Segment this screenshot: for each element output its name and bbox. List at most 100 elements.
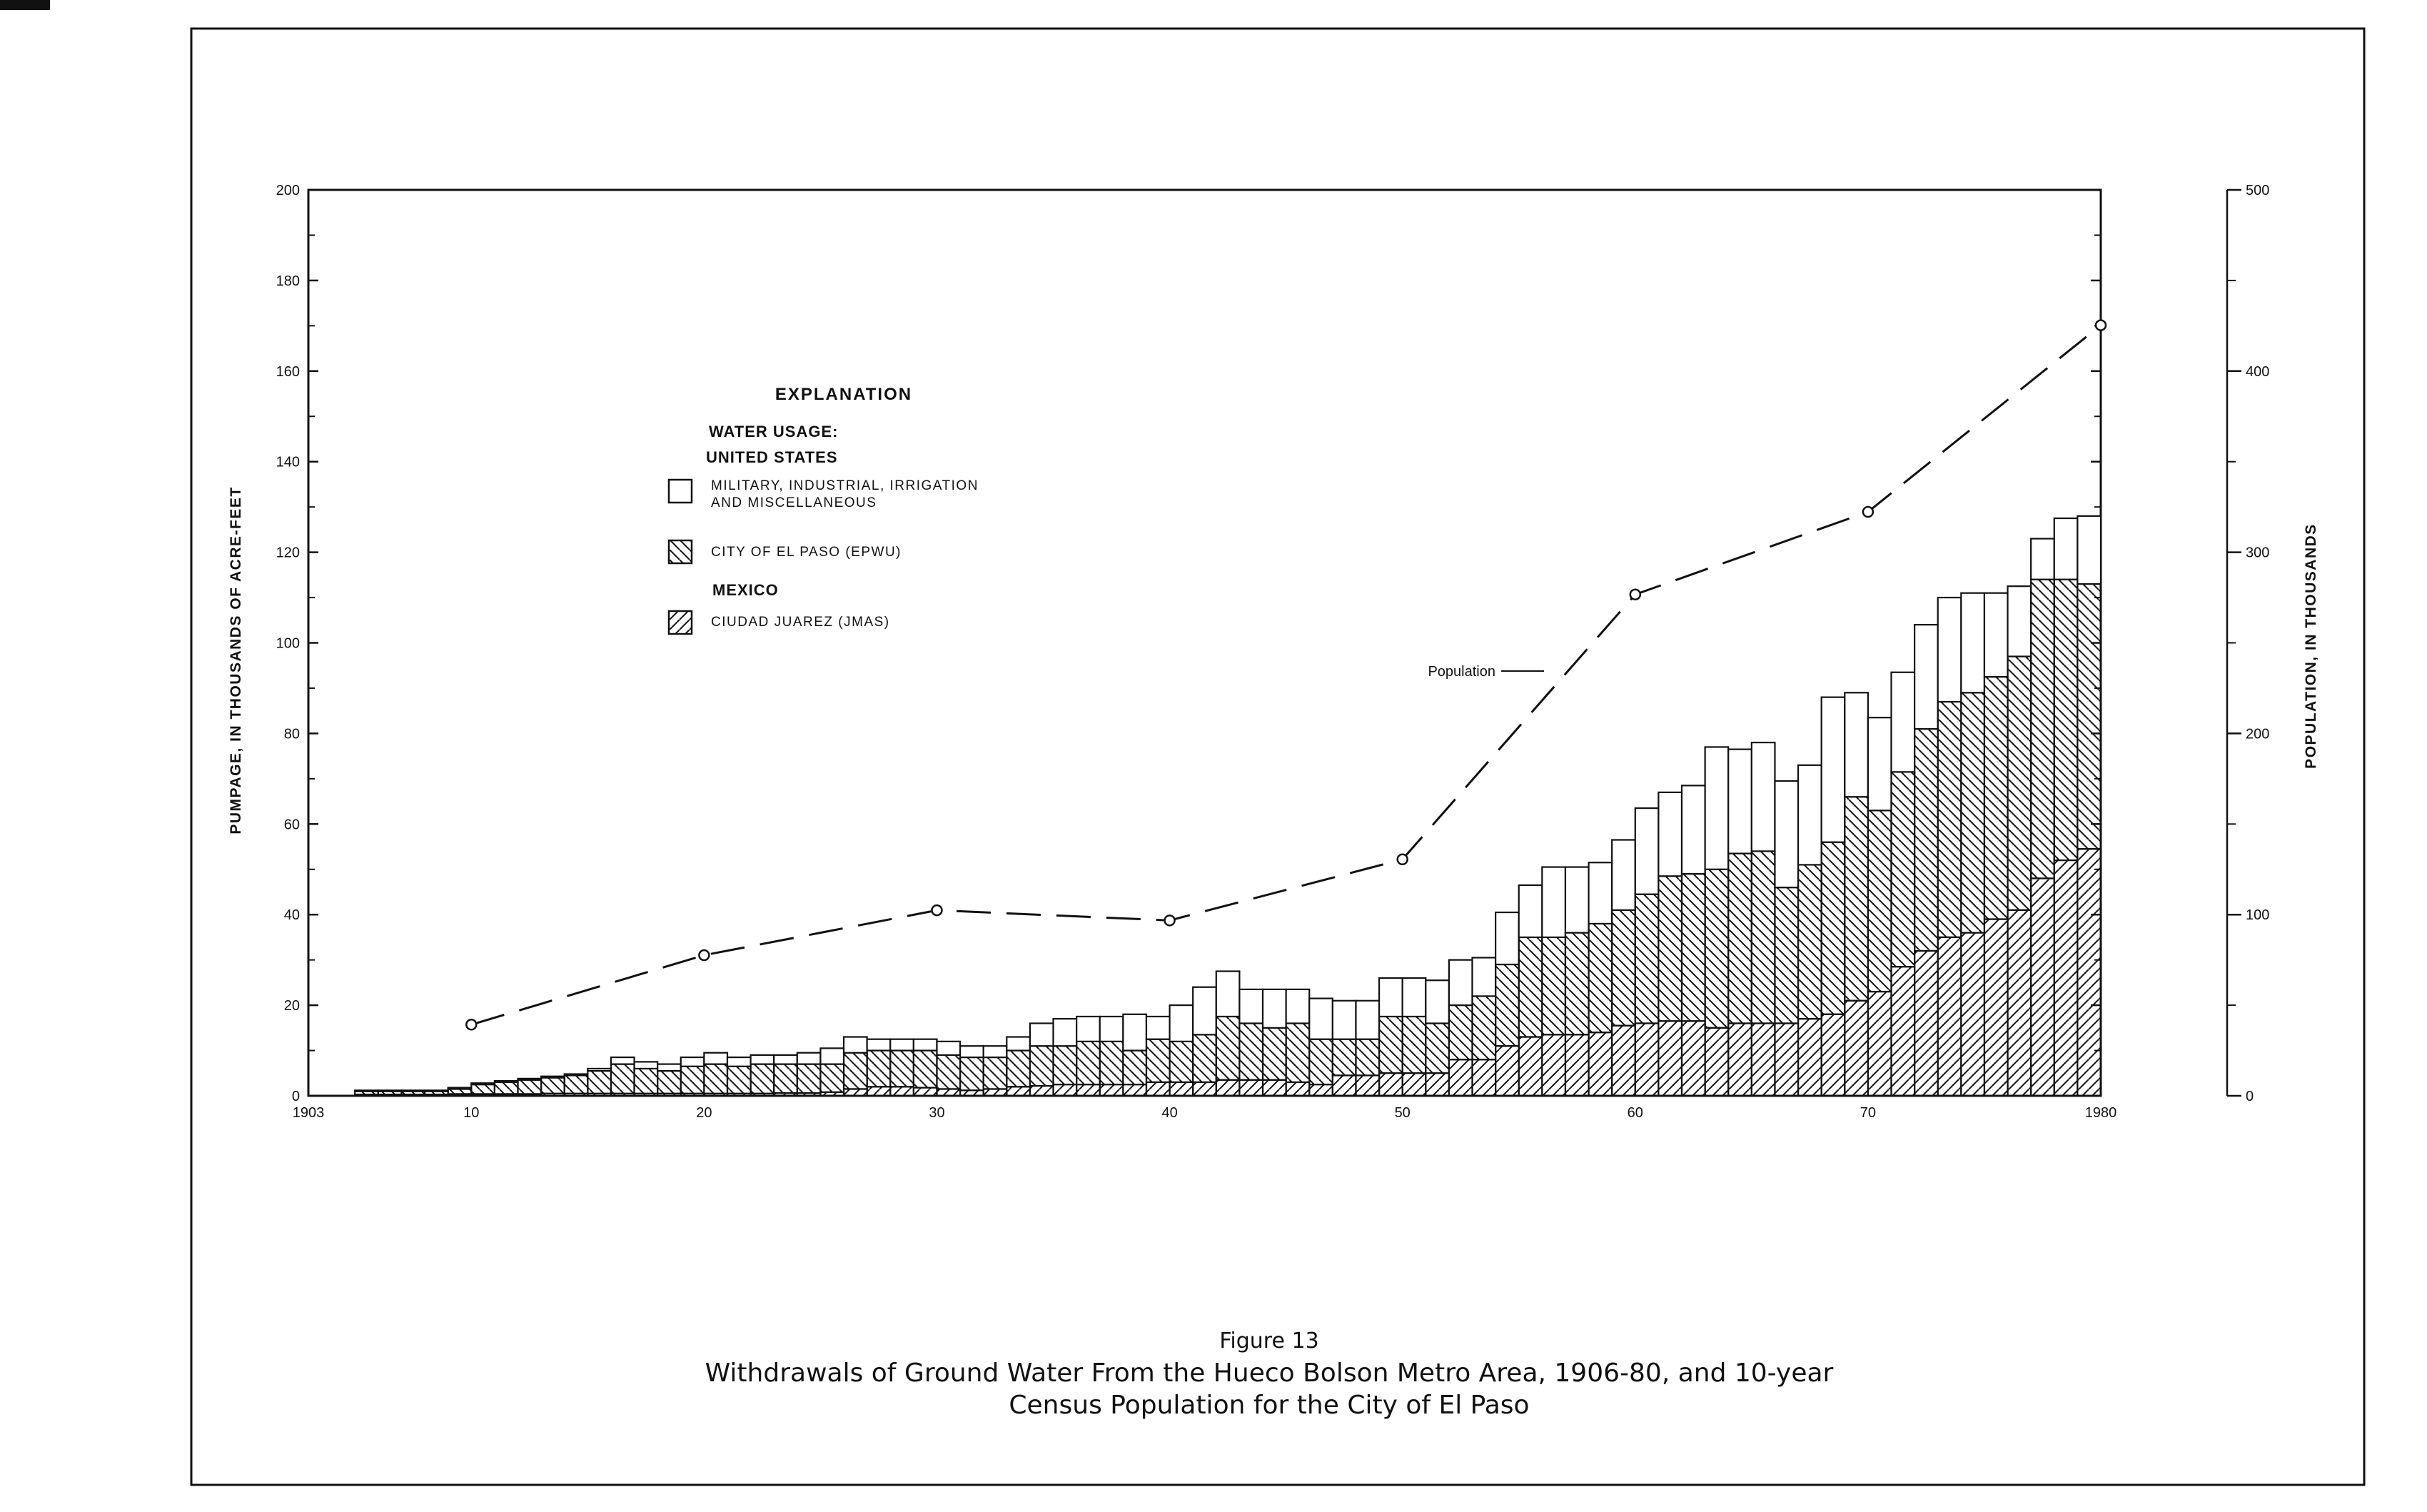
bar-segment-military	[540, 1075, 565, 1079]
y2-axis-title: POPULATION, IN THOUSANDS	[2303, 523, 2319, 769]
bar-segment-epwu	[1797, 864, 1822, 1020]
chart-title: Withdrawals of Ground Water From the Hue…	[705, 1359, 1834, 1388]
bar-segment-jmas	[1355, 1074, 1381, 1097]
bar-segment-military	[2077, 515, 2102, 585]
bar-segment-military	[1378, 977, 1403, 1018]
bar-segment-jmas	[1797, 1018, 1822, 1097]
bar-segment-epwu	[1867, 810, 1892, 993]
bar-segment-epwu	[889, 1049, 914, 1088]
bar-segment-epwu	[1401, 1015, 1427, 1074]
bar-segment-epwu	[1052, 1045, 1078, 1086]
bar-segment-military	[1890, 671, 1916, 773]
bar-segment-military	[563, 1073, 589, 1077]
bar-segment-epwu	[517, 1079, 543, 1095]
bar-segment-jmas	[1750, 1022, 1776, 1097]
bar-segment-jmas	[1308, 1084, 1333, 1097]
bar-segment-military	[1611, 839, 1636, 911]
bar-segment-military	[1844, 692, 1869, 798]
bar-segment-epwu	[1541, 936, 1567, 1036]
bar-segment-jmas	[1471, 1059, 1497, 1097]
bar-segment-epwu	[1588, 922, 1613, 1034]
bar-segment-epwu	[726, 1065, 752, 1094]
bar-segment-epwu	[1611, 909, 1636, 1027]
bar-segment-epwu	[2077, 583, 2102, 850]
bar-segment-military	[959, 1045, 984, 1059]
bar-segment-military	[1401, 977, 1427, 1018]
y-axis-title: PUMPAGE, IN THOUSANDS OF ACRE-FEET	[228, 486, 244, 834]
bar-segment-military	[1308, 997, 1333, 1040]
bar-segment-military	[1960, 592, 1986, 694]
bar-segment-epwu	[1355, 1038, 1381, 1077]
bar-segment-jmas	[2030, 877, 2055, 1097]
bar-segment-epwu	[842, 1052, 868, 1090]
bar-segment-epwu	[610, 1063, 635, 1094]
population-point	[2094, 319, 2107, 331]
y-tick-label: 40	[284, 907, 300, 923]
bar-segment-epwu	[936, 1054, 962, 1090]
y-tick-label: 0	[292, 1089, 300, 1104]
bar-segment-military	[866, 1038, 892, 1052]
bar-segment-epwu	[1076, 1040, 1101, 1086]
bar-segment-epwu	[1495, 963, 1520, 1047]
y-tick-label: 200	[276, 183, 300, 198]
bar-segment-military	[1029, 1022, 1054, 1047]
bar-segment-epwu	[1238, 1022, 1264, 1081]
bar-segment-military	[657, 1063, 682, 1072]
bar-segment-military	[470, 1082, 495, 1086]
bar-segment-jmas	[1401, 1072, 1427, 1097]
bar-segment-military	[633, 1061, 659, 1070]
bar-segment-military	[1657, 791, 1683, 877]
bar-segment-military	[1169, 1004, 1194, 1042]
bar-segment-jmas	[1331, 1074, 1357, 1097]
bar-segment-epwu	[1890, 771, 1916, 968]
bar-segment-epwu	[1564, 932, 1590, 1036]
bar-segment-jmas	[1261, 1079, 1287, 1097]
bar-segment-military	[1192, 986, 1217, 1036]
bar-segment-jmas	[1099, 1084, 1124, 1097]
bar-segment-military	[1983, 592, 2009, 678]
population-point	[465, 1019, 478, 1031]
bar-segment-epwu	[1704, 868, 1730, 1029]
y2-tick-label: 0	[2246, 1089, 2254, 1104]
bar-segment-jmas	[1448, 1059, 1473, 1097]
bar-segment-military	[1145, 1015, 1171, 1040]
bar-segment-jmas	[1518, 1036, 1543, 1097]
population-point	[1629, 588, 1642, 600]
bar-segment-military	[1261, 988, 1287, 1029]
bar-segment-epwu	[1634, 893, 1660, 1024]
bar-segment-military	[936, 1040, 962, 1056]
bar-segment-military	[447, 1087, 473, 1090]
bar-segment-military	[1774, 780, 1800, 889]
population-point	[698, 949, 710, 962]
bar-segment-military	[2007, 585, 2032, 657]
x-tick-label: 1980	[2085, 1105, 2117, 1121]
bar-segment-military	[587, 1067, 612, 1072]
bar-segment-military	[377, 1089, 403, 1092]
chart-title-line2: Census Population for the City of El Pas…	[1009, 1391, 1529, 1420]
bar-segment-military	[1425, 979, 1450, 1024]
legend-label-jmas: CIUDAD JUAREZ (JMAS)	[711, 615, 890, 630]
bar-segment-epwu	[1820, 841, 1846, 1015]
bar-segment-jmas	[1774, 1022, 1800, 1097]
bar-segment-military	[1867, 717, 1892, 812]
legend-us-heading: UNITED STATES	[706, 448, 838, 466]
x-tick-label: 30	[929, 1105, 944, 1121]
bar-segment-epwu	[1750, 850, 1776, 1024]
bar-segment-jmas	[1029, 1084, 1054, 1097]
bar-segment-military	[1750, 741, 1776, 852]
y-tick-label: 180	[276, 273, 300, 289]
bar-segment-military	[423, 1089, 449, 1092]
bar-segment-jmas	[1006, 1086, 1031, 1097]
x-tick-label: 10	[463, 1105, 479, 1121]
bar-segment-military	[773, 1054, 798, 1065]
bar-segment-military	[1471, 957, 1497, 997]
bar-segment-epwu	[587, 1070, 612, 1094]
bar-segment-epwu	[1029, 1045, 1054, 1087]
bar-segment-epwu	[1471, 995, 1497, 1061]
bar-segment-jmas	[1215, 1079, 1241, 1097]
bar-segment-military	[354, 1089, 379, 1092]
y-tick-label: 140	[276, 455, 300, 470]
bar-segment-jmas	[2053, 859, 2079, 1097]
bar-segment-epwu	[1518, 936, 1543, 1038]
bar-segment-epwu	[633, 1067, 659, 1094]
